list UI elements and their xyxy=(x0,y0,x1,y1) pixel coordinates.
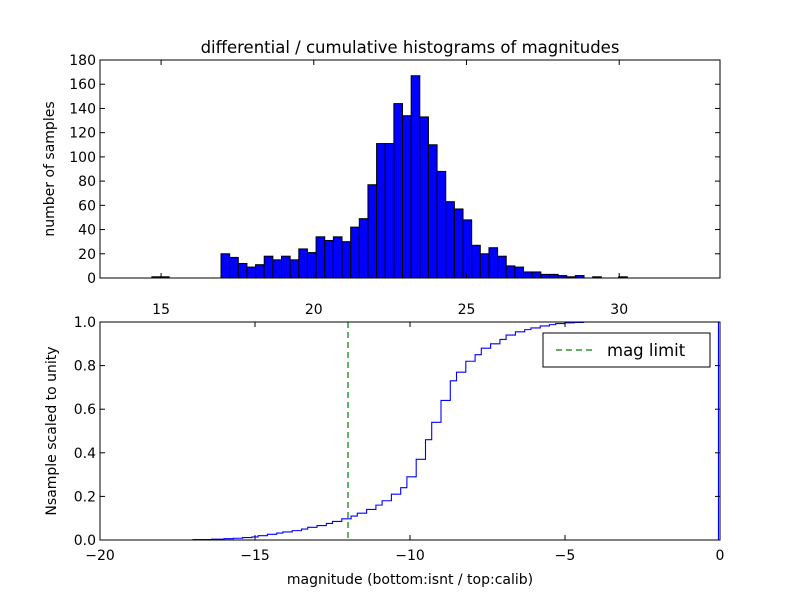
histogram-bar xyxy=(548,273,559,279)
histogram-bar xyxy=(229,256,239,279)
top-x-tick-label: 15 xyxy=(152,302,170,318)
top-y-tick-label: 180 xyxy=(69,53,96,69)
top-y-axis-label: number of samples xyxy=(42,101,58,236)
top-x-tick-label: 25 xyxy=(458,302,476,318)
histogram-bar xyxy=(272,259,283,279)
histogram-bar xyxy=(436,170,447,279)
histogram-bar xyxy=(315,236,326,279)
top-y-tick-label: 120 xyxy=(69,126,96,142)
histogram-bar xyxy=(246,266,257,279)
histogram-bar xyxy=(367,184,378,279)
histogram-bar xyxy=(488,247,499,279)
legend-box xyxy=(542,332,711,368)
histogram-bar xyxy=(281,255,291,279)
bottom-y-tick-label: 0.2 xyxy=(74,489,96,505)
histogram-bar xyxy=(298,248,308,279)
top-y-tick-label: 140 xyxy=(69,101,96,117)
bottom-y-tick-label: 0.8 xyxy=(74,359,96,375)
histogram-bar xyxy=(393,103,404,279)
top-y-tick-label: 20 xyxy=(78,247,96,263)
histogram-bar xyxy=(479,253,490,279)
histogram-bar xyxy=(376,143,386,279)
top-y-tick-label: 100 xyxy=(69,150,96,166)
histogram-bar xyxy=(540,273,550,279)
bottom-axis-ticks: 0.0 0.2 0.4 0.6 0.8 1.0 −20 −15 −10 −5 0 xyxy=(74,315,725,564)
top-x-tick-label: 30 xyxy=(610,302,628,318)
bottom-x-axis-label: magnitude (bottom:isnt / top:calib) xyxy=(287,572,533,588)
histogram-bar xyxy=(514,266,525,279)
bottom-x-tick-label: −15 xyxy=(240,548,270,564)
histogram-bar xyxy=(255,264,265,279)
histogram-bar xyxy=(341,241,352,279)
histogram-bar xyxy=(350,226,360,279)
histogram-bar xyxy=(419,116,429,279)
histogram-bar xyxy=(497,255,507,279)
histogram-bar xyxy=(358,218,369,279)
histogram-bar xyxy=(237,262,248,279)
histogram-bar xyxy=(505,265,516,279)
top-histogram-panel: differential / cumulative histograms of … xyxy=(42,38,721,318)
bottom-y-tick-label: 0.0 xyxy=(74,533,96,549)
bottom-x-tick-label: −5 xyxy=(555,548,576,564)
top-y-tick-label: 40 xyxy=(78,223,96,239)
top-axes-frame xyxy=(99,59,721,279)
bottom-cumulative-panel: 0.0 0.2 0.4 0.6 0.8 1.0 −20 −15 −10 −5 0 magnitude… xyxy=(44,315,724,588)
bottom-y-tick-label: 0.6 xyxy=(74,402,96,418)
histogram-bar xyxy=(445,201,455,279)
histogram-bars xyxy=(151,75,628,279)
bottom-y-tick-label: 0.4 xyxy=(74,446,96,462)
histogram-bar xyxy=(410,75,421,279)
histogram-bar xyxy=(402,115,412,279)
histogram-bar xyxy=(332,236,343,279)
histogram-bar xyxy=(306,252,317,279)
bottom-x-tick-label: −10 xyxy=(395,548,425,564)
top-y-tick-label: 0 xyxy=(87,271,96,287)
chart-title: differential / cumulative histograms of … xyxy=(201,38,620,57)
top-y-tick-label: 160 xyxy=(69,77,96,93)
histogram-bar xyxy=(471,244,481,279)
bottom-x-tick-label: −20 xyxy=(85,548,115,564)
top-y-tick-label: 60 xyxy=(78,198,96,214)
top-y-tick-label: 80 xyxy=(78,174,96,190)
bottom-y-axis-label: Nsample scaled to unity xyxy=(44,346,60,515)
histogram-bar xyxy=(263,255,274,279)
histogram-bar xyxy=(453,208,464,279)
histogram-bar xyxy=(427,144,438,279)
histogram-bar xyxy=(220,253,231,279)
histogram-bar xyxy=(531,271,542,279)
cumulative-step-series xyxy=(100,321,719,541)
top-x-tick-label: 20 xyxy=(305,302,323,318)
histogram-bar xyxy=(462,219,473,279)
bottom-x-tick-label: 0 xyxy=(716,548,725,564)
legend: mag limit xyxy=(542,332,711,368)
histogram-bar xyxy=(324,239,334,279)
bottom-y-tick-label: 1.0 xyxy=(74,315,96,331)
legend-label-mag-limit: mag limit xyxy=(607,341,686,360)
top-axis-ticks: 0 20 40 60 80 100 120 140 160 180 15 20 25 30 xyxy=(69,53,720,318)
histogram-bar xyxy=(384,143,395,279)
histogram-bar xyxy=(523,271,533,279)
histogram-bar xyxy=(289,259,300,279)
